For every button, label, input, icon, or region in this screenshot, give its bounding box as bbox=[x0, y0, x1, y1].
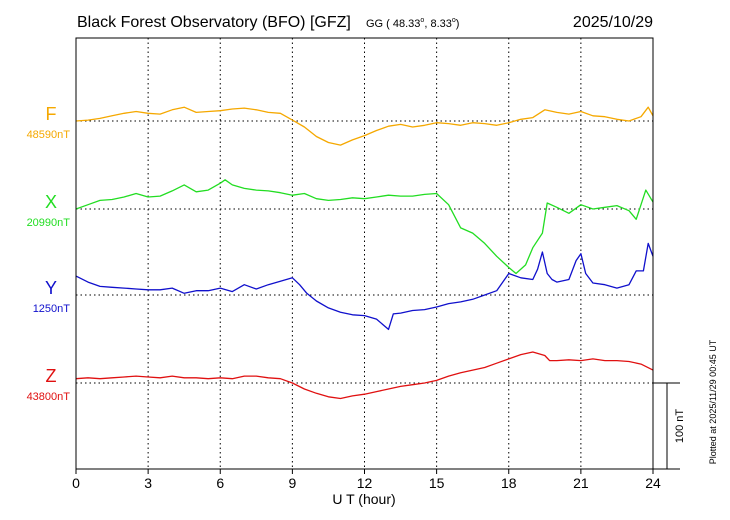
plot-frame bbox=[75, 37, 654, 470]
coords-label: GG ( 48.33o, 8.33o) bbox=[366, 17, 459, 30]
x-tick-label: 6 bbox=[216, 475, 224, 491]
scale-label: 100 nT bbox=[674, 409, 686, 444]
series-name-z: Z bbox=[46, 366, 57, 386]
series-line-x bbox=[75, 179, 654, 275]
chart-date: 2025/10/29 bbox=[573, 14, 653, 31]
series-name-f: F bbox=[46, 104, 57, 124]
baseline-value-z: 43800nT bbox=[27, 391, 71, 403]
x-tick-label: 0 bbox=[72, 475, 80, 491]
plot-timestamp: Plotted at 2025/11/29 00:45 UT bbox=[708, 339, 718, 464]
x-axis-label: U T (hour) bbox=[332, 491, 395, 507]
scale-bar: 100 nT bbox=[653, 382, 686, 470]
x-tick-label: 21 bbox=[573, 475, 589, 491]
series-line-y bbox=[75, 242, 654, 331]
baselines bbox=[76, 120, 653, 384]
chart-title: Black Forest Observatory (BFO) [GFZ] bbox=[77, 14, 351, 31]
series-line-z bbox=[75, 351, 654, 400]
x-tick-label: 9 bbox=[288, 475, 296, 491]
baseline-value-y: 1250nT bbox=[33, 303, 71, 315]
baseline-value-x: 20990nT bbox=[27, 217, 71, 229]
x-tick-label: 18 bbox=[501, 475, 517, 491]
x-ticks: 0 3 6 9 12 15 18 21 24 bbox=[72, 469, 661, 491]
series-labels: F 48590nT X 20990nT Y 1250nT Z 43800nT bbox=[27, 104, 71, 403]
series-line-f bbox=[75, 106, 654, 146]
series-lines bbox=[75, 106, 654, 400]
series-name-x: X bbox=[45, 192, 57, 212]
x-tick-label: 12 bbox=[357, 475, 373, 491]
x-tick-label: 24 bbox=[645, 475, 661, 491]
x-tick-label: 3 bbox=[144, 475, 152, 491]
x-tick-label: 15 bbox=[429, 475, 445, 491]
series-name-y: Y bbox=[45, 278, 57, 298]
baseline-value-f: 48590nT bbox=[27, 129, 71, 141]
grid-lines bbox=[147, 38, 582, 469]
